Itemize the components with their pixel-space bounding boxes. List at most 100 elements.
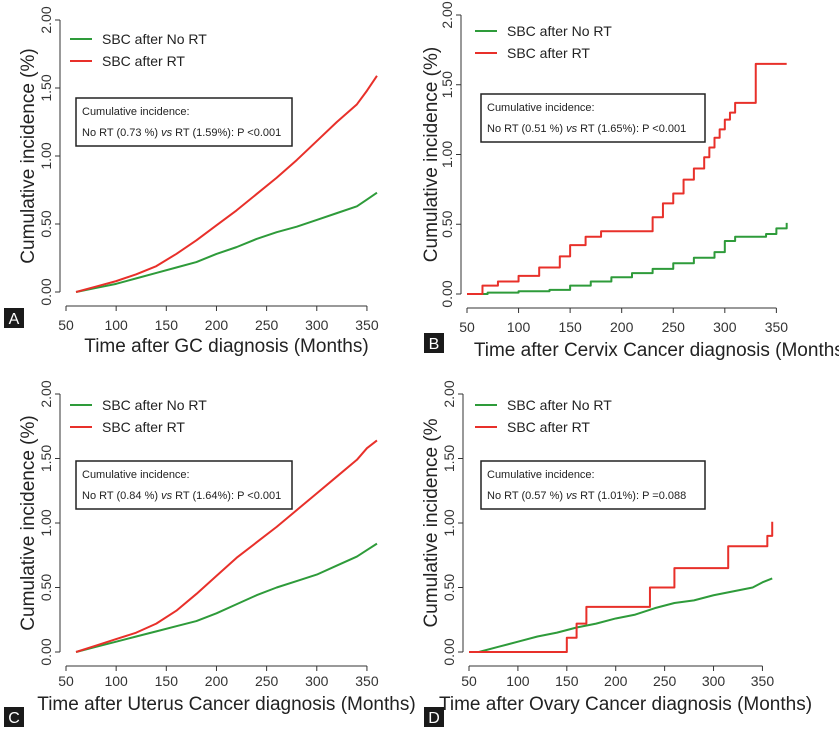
y-tick-label: 1.00 [441,509,457,536]
chart-panel-b: 50 100 150 200 250 300 350 0.00 0.50 1.00 1.50 2.00… [421,1,839,361]
panel-letter: D [428,710,440,727]
annotation-line-1: Cumulative incidence: [487,469,595,481]
y-tick-label: 2.00 [38,6,54,33]
y-tick-label: 0.50 [38,210,54,237]
panel-letter-badge [424,707,444,727]
chart-panel-d: 50 100 150 200 250 300 350 0.00 0.50 1.00 1.50 2.00… [421,380,812,727]
x-axis-title: Time after Uterus Cancer diagnosis (Mont… [37,694,415,715]
series-line-rt [75,75,378,293]
x-tick-label: 50 [58,317,74,333]
y-tick-label: 0.00 [439,280,455,307]
x-tick-label: 50 [459,319,475,335]
x-tick-label: 250 [653,673,677,689]
x-axis-title: Time after Ovary Cancer diagnosis (Month… [439,694,812,715]
y-tick-label: 1.00 [439,141,455,168]
annotation-stat-no-rt: No RT (0.57 %) [487,490,566,502]
y-tick-label: 2.00 [38,380,54,407]
series-line-no-rt [75,191,378,293]
legend-label: SBC after No RT [507,23,612,39]
x-tick-label: 250 [255,673,279,689]
x-tick-label: 50 [461,673,477,689]
x-tick-label: 300 [702,673,726,689]
panel-letter: B [429,336,440,353]
y-axis-title: Cumulative incidence (%) [18,48,39,263]
annotation-vs: vs [566,123,578,135]
x-tick-label: 200 [205,317,229,333]
x-axis-title: Time after GC diagnosis (Months) [84,336,368,357]
panel-letter-badge [424,333,444,353]
series-line-no-rt [75,542,378,653]
x-tick-label: 350 [355,673,379,689]
x-tick-label: 300 [305,673,329,689]
annotation-vs: vs [566,490,578,502]
x-tick-label: 50 [58,673,74,689]
panel-letter-badge [4,308,24,328]
annotation-line-1: Cumulative incidence: [487,102,595,114]
legend-label: SBC after RT [507,419,590,435]
y-tick-label: 1.50 [38,445,54,472]
y-tick-label: 0.50 [441,574,457,601]
x-tick-label: 300 [713,319,737,335]
x-tick-label: 250 [255,317,279,333]
y-tick-label: 1.00 [38,142,54,169]
x-tick-label: 150 [155,317,179,333]
y-tick-label: 0.00 [441,638,457,665]
annotation-line-2: No RT (0.51 %) vs RT (1.65%): P <0.001 [487,123,686,135]
x-tick-label: 150 [555,673,579,689]
y-axis-title: Cumulative incidence (% [421,418,442,627]
legend-label: SBC after RT [102,419,185,435]
y-tick-label: 0.50 [38,574,54,601]
x-tick-label: 350 [751,673,775,689]
x-tick-label: 100 [507,319,531,335]
x-tick-label: 150 [558,319,582,335]
y-tick-label: 0.00 [38,278,54,305]
y-tick-label: 1.50 [38,74,54,101]
annotation-box [75,97,293,147]
panel-letter: A [9,311,20,328]
annotation-line-2: No RT (0.84 %) vs RT (1.64%): P <0.001 [82,490,281,502]
legend-label: SBC after No RT [102,397,207,413]
annotation-stat-rt: RT (1.64%): P <0.001 [172,490,281,502]
annotation-line-1: Cumulative incidence: [82,106,190,118]
series-line-no-rt [478,577,773,653]
y-tick-label: 1.00 [38,509,54,536]
legend-label: SBC after No RT [102,31,207,47]
x-tick-label: 200 [205,673,229,689]
panel-letter: C [8,710,20,727]
series-line-no-rt [467,222,788,295]
y-tick-label: 0.50 [439,210,455,237]
series-line-rt [75,439,378,653]
annotation-stat-no-rt: No RT (0.73 %) [82,127,161,139]
annotation-stat-no-rt: No RT (0.51 %) [487,123,566,135]
annotation-vs: vs [161,127,173,139]
annotation-vs: vs [161,490,173,502]
y-tick-label: 1.50 [439,71,455,98]
chart-panel-a: 50 100 150 200 250 300 350 0.00 0.50 1.00 1.50 2.00… [4,6,379,357]
legend-label: SBC after RT [507,45,590,61]
x-tick-label: 150 [155,673,179,689]
series-line-rt [467,62,787,295]
annotation-box [480,93,706,143]
x-tick-label: 350 [355,317,379,333]
y-tick-label: 1.50 [441,445,457,472]
x-tick-label: 100 [104,317,128,333]
x-tick-label: 250 [662,319,686,335]
x-tick-label: 100 [104,673,128,689]
legend-label: SBC after No RT [507,397,612,413]
annotation-line-1: Cumulative incidence: [82,469,190,481]
x-tick-label: 100 [506,673,530,689]
chart-panel-c: 50 100 150 200 250 300 350 0.00 0.50 1.00 1.50 2.00… [4,380,416,727]
annotation-line-2: No RT (0.73 %) vs RT (1.59%): P <0.001 [82,127,281,139]
annotation-box [480,460,706,510]
x-tick-label: 300 [305,317,329,333]
y-axis-title: Cumulative incidence (%) [421,47,442,262]
annotation-stat-rt: RT (1.59%): P <0.001 [172,127,281,139]
panel-letter-badge [4,707,24,727]
y-tick-label: 2.00 [441,380,457,407]
x-tick-label: 350 [765,319,789,335]
annotation-box [75,460,293,510]
x-tick-label: 200 [610,319,634,335]
y-tick-label: 2.00 [439,1,455,28]
annotation-line-2: No RT (0.57 %) vs RT (1.01%): P =0.088 [487,490,686,502]
annotation-stat-no-rt: No RT (0.84 %) [82,490,161,502]
